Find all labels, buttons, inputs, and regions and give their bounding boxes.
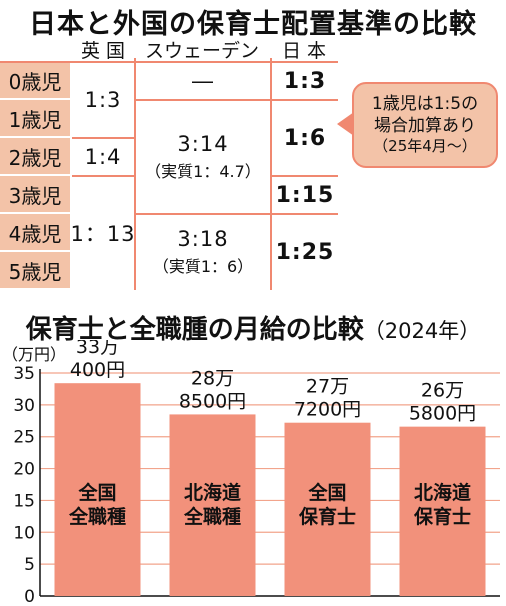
japan-ratio-4-5: 1:25 bbox=[275, 239, 335, 265]
y-tick-label-4: 20 bbox=[13, 460, 35, 480]
grid-line-uk-2 bbox=[72, 175, 134, 177]
bar-value-label-0-0: 33万 bbox=[76, 340, 119, 358]
callout-note: 1歳児は1:5の 場合加算あり （25年4月～） bbox=[352, 82, 498, 168]
age-label-2: 2歳児 bbox=[0, 138, 70, 174]
sweden-note-1-2: （実質1：4.7） bbox=[145, 162, 261, 181]
age-label-4: 4歳児 bbox=[0, 214, 70, 250]
chart-title-main: 保育士と全職腫の月給の比較 bbox=[25, 315, 364, 345]
grid-line-uk-1 bbox=[72, 137, 134, 139]
age-label-3: 3歳児 bbox=[0, 176, 70, 212]
y-tick-label-1: 5 bbox=[24, 555, 35, 575]
callout-arrow-icon bbox=[337, 112, 354, 136]
sweden-ratio-1-2: 3:14 bbox=[177, 132, 229, 156]
grid-line-se-1 bbox=[136, 99, 270, 101]
grid-line-se-2 bbox=[136, 213, 270, 215]
callout-line-1: 1歳児は1:5の bbox=[371, 94, 479, 115]
japan-ratio-0: 1:3 bbox=[283, 68, 327, 94]
bar-category-label-1-0: 北海道 bbox=[184, 481, 241, 504]
japan-ratio-3: 1:15 bbox=[275, 182, 335, 208]
y-tick-label-5: 25 bbox=[13, 428, 35, 448]
bar-0 bbox=[54, 383, 141, 596]
age-label-1: 1歳児 bbox=[0, 100, 70, 136]
grid-line-v1 bbox=[134, 58, 136, 290]
bar-category-label-2-0: 全国 bbox=[307, 481, 346, 504]
sweden-cell-1-2: 3:14 （実質1：4.7） bbox=[136, 100, 270, 214]
bar-value-label-3-1: 5800円 bbox=[409, 403, 476, 425]
bar-value-label-2-1: 7200円 bbox=[294, 399, 361, 421]
bar-value-label-1-0: 28万 bbox=[191, 367, 234, 389]
grid-line-top bbox=[0, 61, 338, 63]
grid-line-jp-1 bbox=[272, 99, 338, 101]
y-tick-label-3: 15 bbox=[13, 491, 35, 511]
y-axis-label: （万円） bbox=[2, 345, 66, 364]
sweden-note-3-5: （実質1：6） bbox=[152, 257, 254, 276]
callout-line-2: 場合加算あり bbox=[374, 115, 476, 136]
table-title: 日本と外国の保育士配置基準の比較 bbox=[29, 9, 477, 40]
uk-ratio-3-5: 1：13 bbox=[70, 222, 136, 246]
bar-category-label-2-1: 保育士 bbox=[298, 505, 356, 528]
bar-value-label-0-1: 400円 bbox=[70, 359, 125, 381]
y-tick-label-2: 10 bbox=[13, 523, 35, 543]
bar-category-label-3-0: 北海道 bbox=[414, 481, 471, 504]
grid-line-v2 bbox=[270, 58, 272, 290]
uk-ratio-2: 1:4 bbox=[84, 145, 122, 169]
bar-1 bbox=[169, 414, 256, 596]
header-japan: 日 本 bbox=[281, 40, 327, 62]
bar-category-label-0-0: 全国 bbox=[77, 481, 116, 504]
uk-ratio-0-1: 1:3 bbox=[84, 88, 122, 112]
bar-2 bbox=[284, 422, 371, 596]
y-tick-label-7: 35 bbox=[13, 364, 35, 384]
sweden-ratio-3-5: 3:18 bbox=[177, 227, 229, 251]
japan-ratio-1-2: 1:6 bbox=[283, 125, 327, 151]
bar-3 bbox=[399, 426, 486, 596]
header-sweden: スウェーデン bbox=[144, 40, 259, 62]
sweden-ratio-0: ― bbox=[192, 69, 214, 93]
grid-line-jp-2 bbox=[272, 175, 338, 177]
header-uk: 英 国 bbox=[80, 40, 126, 62]
grid-line-jp-3 bbox=[272, 213, 338, 215]
chart-title: 保育士と全職腫の月給の比較（2024年） bbox=[0, 309, 506, 346]
chart-subtitle: （2024年） bbox=[363, 319, 481, 343]
bar-value-label-2-0: 27万 bbox=[306, 376, 349, 398]
callout-line-3: （25年4月～） bbox=[373, 136, 477, 155]
y-tick-label-6: 30 bbox=[13, 396, 35, 416]
bar-value-label-1-1: 8500円 bbox=[179, 390, 246, 412]
salary-bar-chart: （万円）0510152025303533万400円全国全職種28万8500円北海… bbox=[2, 340, 500, 606]
bar-category-label-3-1: 保育士 bbox=[413, 505, 471, 528]
bar-category-label-0-1: 全職種 bbox=[68, 505, 126, 528]
age-label-5: 5歳児 bbox=[0, 252, 70, 288]
bar-category-label-1-1: 全職種 bbox=[183, 505, 241, 528]
bar-value-label-3-0: 26万 bbox=[421, 380, 464, 402]
age-label-0: 0歳児 bbox=[0, 62, 70, 98]
y-tick-label-0: 0 bbox=[24, 587, 35, 606]
sweden-cell-3-5: 3:18 （実質1：6） bbox=[136, 214, 270, 290]
